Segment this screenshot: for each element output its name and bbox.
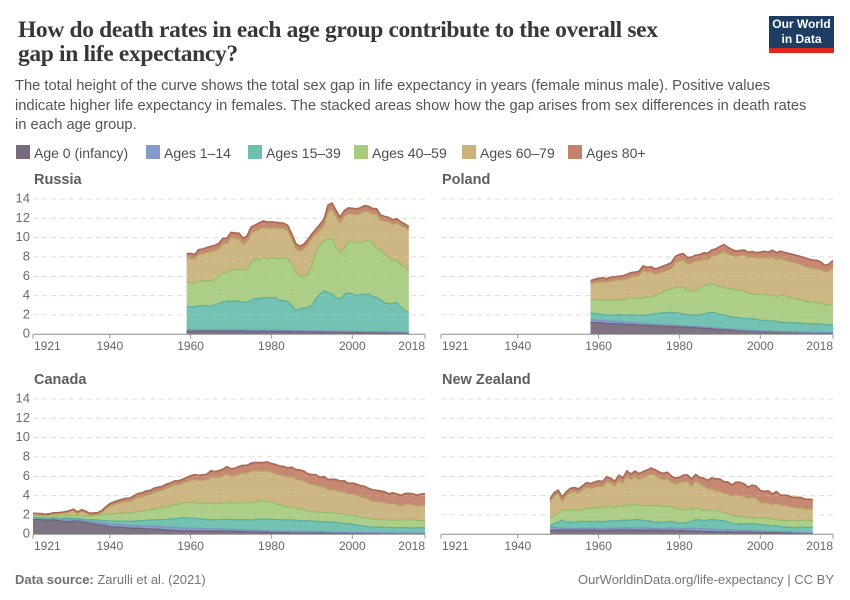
svg-text:0: 0: [23, 526, 30, 541]
svg-text:1940: 1940: [96, 339, 123, 353]
svg-text:1940: 1940: [504, 539, 531, 553]
svg-text:2018: 2018: [398, 539, 425, 553]
svg-text:1960: 1960: [585, 539, 612, 553]
svg-text:1980: 1980: [258, 539, 285, 553]
svg-text:8: 8: [23, 248, 30, 263]
svg-text:10: 10: [16, 429, 30, 444]
svg-text:0: 0: [23, 326, 30, 341]
svg-text:New Zealand: New Zealand: [442, 372, 531, 388]
svg-text:10: 10: [16, 229, 30, 244]
svg-text:14: 14: [16, 191, 30, 206]
svg-text:1980: 1980: [666, 339, 693, 353]
svg-text:4: 4: [23, 287, 30, 302]
svg-text:2000: 2000: [339, 339, 366, 353]
svg-text:1921: 1921: [34, 539, 61, 553]
svg-text:2: 2: [23, 506, 30, 521]
svg-text:1921: 1921: [442, 339, 469, 353]
svg-text:6: 6: [23, 468, 30, 483]
svg-text:1960: 1960: [585, 339, 612, 353]
svg-text:2000: 2000: [747, 539, 774, 553]
svg-text:1980: 1980: [258, 339, 285, 353]
svg-text:2000: 2000: [747, 339, 774, 353]
svg-text:Russia: Russia: [34, 172, 82, 188]
svg-text:2018: 2018: [806, 339, 833, 353]
svg-text:4: 4: [23, 487, 30, 502]
svg-text:1940: 1940: [96, 539, 123, 553]
svg-text:1960: 1960: [177, 539, 204, 553]
svg-text:1921: 1921: [442, 539, 469, 553]
svg-text:2000: 2000: [339, 539, 366, 553]
svg-text:1980: 1980: [666, 539, 693, 553]
svg-text:1940: 1940: [504, 339, 531, 353]
svg-text:2: 2: [23, 306, 30, 321]
svg-text:12: 12: [16, 210, 30, 225]
svg-text:14: 14: [16, 391, 30, 406]
svg-text:1960: 1960: [177, 339, 204, 353]
svg-text:6: 6: [23, 268, 30, 283]
svg-text:8: 8: [23, 448, 30, 463]
svg-text:1921: 1921: [34, 339, 61, 353]
svg-text:12: 12: [16, 410, 30, 425]
svg-text:2018: 2018: [398, 339, 425, 353]
svg-text:2018: 2018: [806, 539, 833, 553]
svg-text:Poland: Poland: [442, 172, 490, 188]
svg-text:Canada: Canada: [34, 372, 87, 388]
